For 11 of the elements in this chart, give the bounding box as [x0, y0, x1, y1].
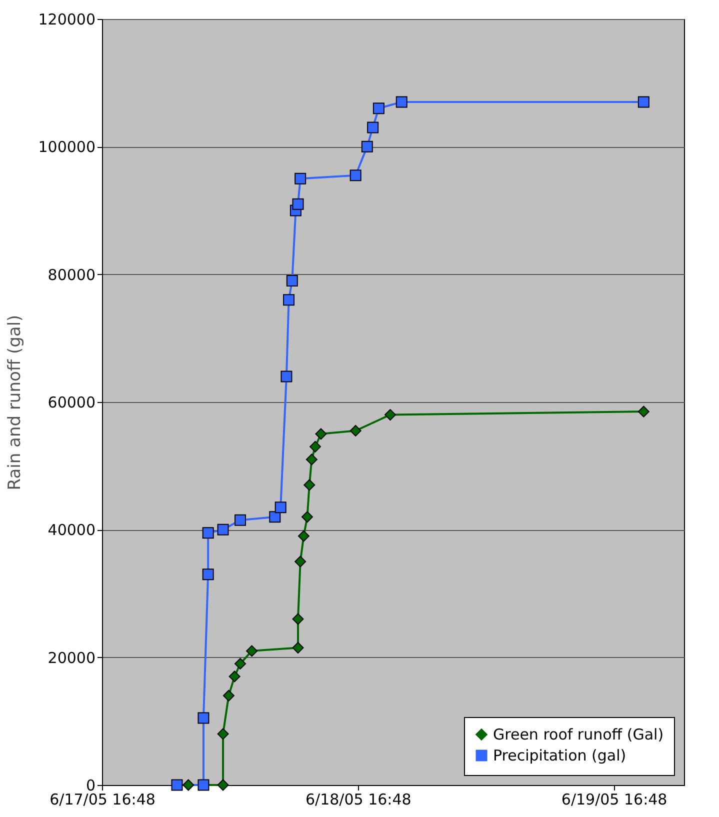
legend-label: Green roof runoff (Gal): [493, 726, 664, 744]
y-tick-label: 60000: [48, 394, 96, 412]
y-tick-label: 40000: [48, 521, 96, 540]
x-tick-label: 6/19/05 16:48: [561, 790, 668, 808]
x-tick-label: 6/18/05 16:48: [305, 790, 412, 808]
y-tick-label: 80000: [48, 266, 96, 284]
y-tick-label: 120000: [38, 10, 96, 28]
y-axis-title: Rain and runoff (gal): [5, 314, 26, 490]
y-tick-label: 100000: [38, 138, 96, 156]
legend-label: Precipitation (gal): [493, 746, 626, 764]
y-tick-label: 20000: [48, 648, 96, 667]
